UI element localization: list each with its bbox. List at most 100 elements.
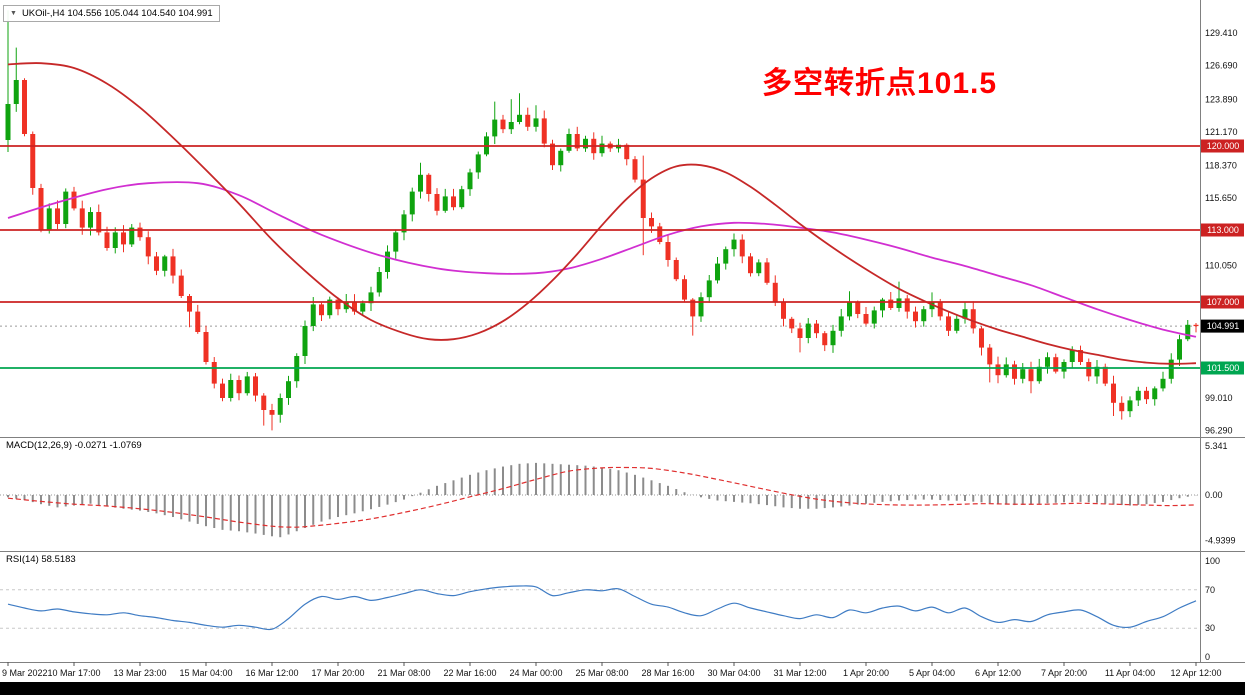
- candle-body: [5, 104, 11, 140]
- candle-body: [673, 260, 679, 280]
- candle-body: [385, 251, 390, 272]
- rsi-axis-label: 100: [1205, 556, 1220, 566]
- candle-body: [376, 272, 382, 293]
- candle-body: [517, 114, 522, 122]
- candle-body: [896, 298, 902, 308]
- candle-body: [541, 118, 547, 144]
- time-axis-label: 1 Apr 20:00: [843, 668, 889, 678]
- rsi-panel: 100 70 30 0: [0, 556, 1220, 662]
- candle-body: [1069, 350, 1075, 362]
- candle-body: [715, 263, 720, 281]
- price-tag-label: 113.000: [1207, 225, 1239, 235]
- time-axis: 9 Mar 2022 10 Mar 17:00 13 Mar 23:00 15 Mar…: [2, 662, 1222, 678]
- candle-body: [657, 226, 663, 242]
- candle-body: [1061, 362, 1067, 372]
- candle-body: [838, 316, 844, 331]
- candle-body: [302, 326, 308, 356]
- candle-body: [1111, 383, 1116, 403]
- time-axis-label: 6 Apr 12:00: [975, 668, 1021, 678]
- candle-body: [863, 314, 869, 324]
- candle-body: [310, 304, 316, 326]
- candle-body: [649, 218, 654, 227]
- candle-body: [13, 80, 19, 104]
- candle-body: [739, 239, 745, 257]
- price-tag: [1201, 139, 1244, 153]
- candle-body: [1152, 388, 1158, 400]
- candle-body: [682, 279, 687, 300]
- candle-body: [962, 309, 968, 319]
- candle-body: [921, 309, 927, 322]
- candle-body: [426, 174, 432, 194]
- candle-body: [459, 189, 465, 208]
- candle-body: [145, 237, 151, 257]
- macd-panel: 5.341 0.00 -4.9399: [0, 441, 1236, 545]
- time-axis-label: 21 Mar 08:00: [377, 668, 430, 678]
- candle-body: [500, 119, 506, 130]
- candle-body: [38, 188, 44, 230]
- candle-body: [624, 144, 630, 160]
- horizontal-lines: [0, 145, 1200, 369]
- price-axis-label: 115.650: [1205, 193, 1237, 203]
- symbol-info-box[interactable]: ▼ UKOil-,H4 104.556 105.044 104.540 104.…: [3, 5, 220, 22]
- candle-body: [772, 282, 778, 302]
- candle-body: [319, 304, 324, 316]
- candle-body: [946, 316, 951, 331]
- candle-body: [1193, 324, 1199, 327]
- candle-body: [79, 208, 85, 228]
- candle-body: [360, 303, 366, 312]
- macd-signal-line: [7, 466, 1197, 528]
- candle-body: [343, 302, 349, 310]
- candle-body: [409, 191, 415, 215]
- candle-body: [970, 309, 976, 329]
- time-axis-label: 11 Apr 04:00: [1105, 668, 1155, 678]
- time-axis-label: 30 Mar 04:00: [707, 668, 760, 678]
- candle-body: [574, 134, 580, 149]
- time-axis-label: 10 Mar 17:00: [47, 668, 100, 678]
- price-tag: [1201, 319, 1244, 333]
- bottom-bar: [0, 682, 1245, 695]
- price-tag: [1201, 361, 1244, 375]
- candle-body: [1135, 390, 1141, 401]
- candle-body: [220, 383, 225, 398]
- price-tags: 120.000 113.000 107.000 101.500 104.991: [1201, 139, 1244, 375]
- candle-body: [855, 302, 861, 314]
- candle-body: [30, 134, 36, 188]
- chart-annotation-text: 多空转折点101.5: [762, 67, 998, 100]
- candle-body: [253, 376, 258, 396]
- macd-axis-label: -4.9399: [1205, 535, 1236, 545]
- candle-body: [492, 119, 498, 137]
- time-axis-label: 16 Mar 12:00: [245, 668, 298, 678]
- price-tag-label: 107.000: [1207, 297, 1240, 307]
- candle-body: [178, 275, 184, 296]
- rsi-axis-label: 0: [1205, 652, 1210, 662]
- candle-body: [525, 114, 531, 127]
- candle-body: [830, 330, 836, 346]
- time-axis-label: 7 Apr 20:00: [1041, 668, 1087, 678]
- price-axis-labels: 129.410 126.690 123.890 121.170 118.370 115.6…: [1205, 28, 1238, 435]
- price-tag: [1201, 295, 1244, 309]
- rsi-axis-label: 30: [1205, 623, 1215, 633]
- candle-body: [434, 194, 440, 211]
- candle-body: [987, 347, 993, 365]
- candle-body: [129, 227, 135, 245]
- candle-body: [880, 299, 885, 311]
- candle-body: [352, 302, 357, 312]
- candle-body: [1119, 402, 1125, 412]
- chevron-down-icon[interactable]: ▼: [10, 10, 17, 17]
- candle-body: [46, 208, 52, 230]
- candle-body: [211, 362, 217, 384]
- candle-body: [335, 299, 341, 310]
- candle-body: [112, 232, 118, 248]
- candle-body: [1003, 364, 1009, 376]
- macd-axis-label: 5.341: [1205, 441, 1228, 451]
- price-axis-label: 96.290: [1205, 426, 1233, 436]
- candle-body: [706, 280, 712, 298]
- candle-body: [327, 299, 333, 316]
- time-axis-label: 28 Mar 16:00: [641, 668, 694, 678]
- candle-body: [1045, 357, 1050, 367]
- time-axis-label: 22 Mar 16:00: [443, 668, 496, 678]
- candle-body: [1020, 369, 1026, 379]
- price-tag-label: 120.000: [1207, 141, 1240, 151]
- candle-body: [170, 256, 176, 276]
